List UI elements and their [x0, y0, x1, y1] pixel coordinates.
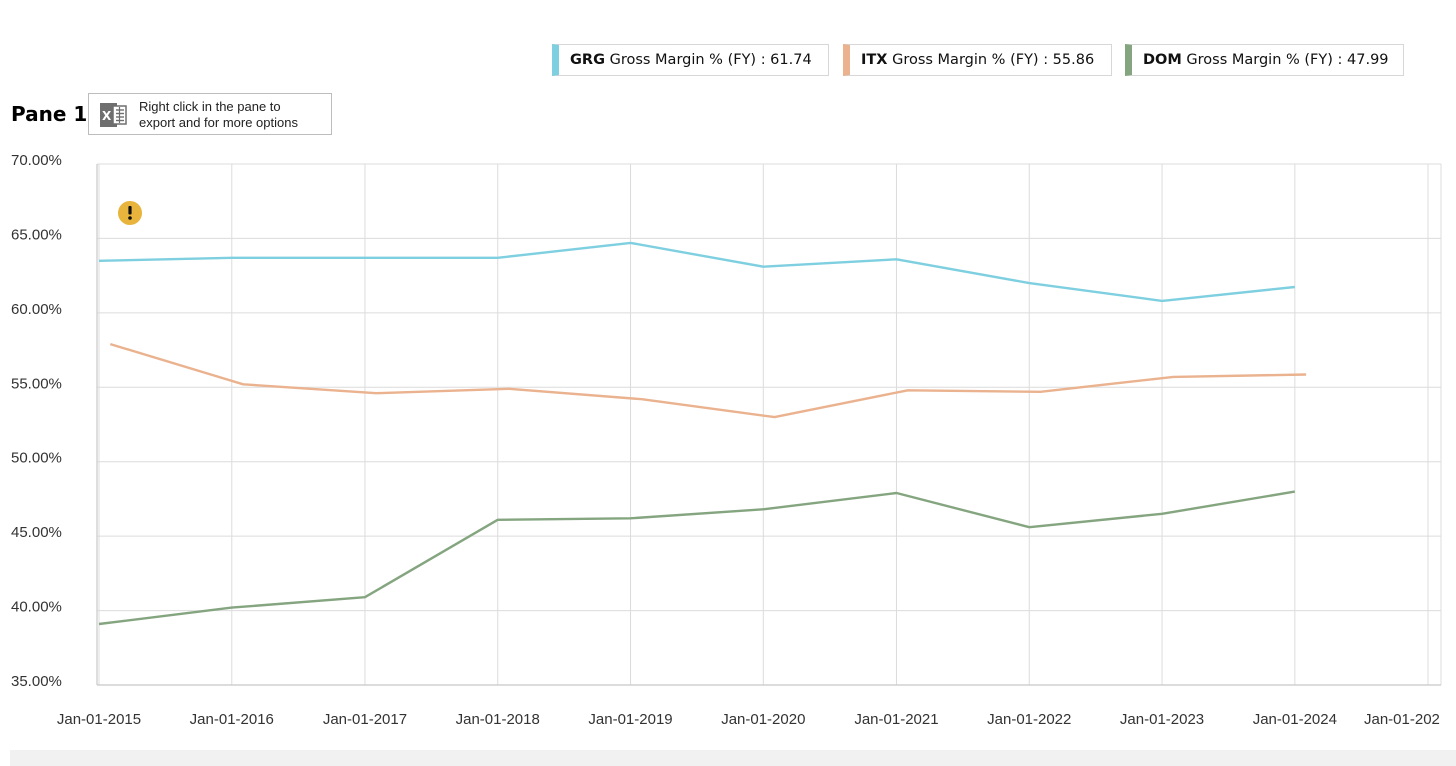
excel-icon: X	[100, 103, 127, 127]
x-tick-label: Jan-01-2020	[721, 711, 805, 728]
legend-ticker: ITX	[861, 52, 888, 68]
x-tick-label: Jan-01-2016	[190, 711, 274, 728]
y-tick-label: 40.00%	[11, 599, 62, 616]
legend-label: Gross Margin % (FY) : 55.86	[887, 52, 1095, 68]
legend-label: Gross Margin % (FY) : 61.74	[604, 52, 812, 68]
series-line-itx[interactable]	[109, 342, 1307, 419]
export-hint-box[interactable]: X Right click in the pane to export and …	[88, 93, 332, 135]
legend-label: Gross Margin % (FY) : 47.99	[1181, 52, 1389, 68]
y-tick-label: 45.00%	[11, 524, 62, 541]
y-axis-tick-labels: 70.00% 65.00% 60.00% 55.00% 50.00% 45.00% 40.0…	[11, 152, 62, 690]
legend-item-dom[interactable]: DOM Gross Margin % (FY) : 47.99	[1125, 44, 1404, 76]
line-chart[interactable]: 70.00% 65.00% 60.00% 55.00% 50.00% 45.00% 40.0…	[0, 0, 1456, 750]
x-tick-label: Jan-01-2023	[1120, 711, 1204, 728]
x-tick-label: Jan-01-2018	[456, 711, 540, 728]
x-axis-tick-labels: Jan-01-2015 Jan-01-2016 Jan-01-2017 Jan-01-…	[57, 711, 1440, 728]
x-tick-label: Jan-01-2015	[57, 711, 141, 728]
legend-item-itx[interactable]: ITX Gross Margin % (FY) : 55.86	[843, 44, 1112, 76]
y-tick-label: 60.00%	[11, 301, 62, 318]
x-tick-label: Jan-01-2022	[987, 711, 1071, 728]
series-line-grg[interactable]	[98, 241, 1295, 303]
y-tick-label: 55.00%	[11, 375, 62, 392]
legend-item-grg[interactable]: GRG Gross Margin % (FY) : 61.74	[552, 44, 829, 76]
x-tick-label: Jan-01-2019	[588, 711, 672, 728]
y-tick-label: 65.00%	[11, 226, 62, 243]
pane-title: Pane 1	[11, 102, 88, 126]
x-tick-label: Jan-01-2024	[1253, 711, 1337, 728]
y-tick-label: 70.00%	[11, 152, 62, 169]
series-line-dom[interactable]	[98, 490, 1295, 626]
series-lines	[98, 241, 1307, 626]
x-tick-label: Jan-01-2021	[854, 711, 938, 728]
y-tick-label: 35.00%	[11, 673, 62, 690]
x-tick-label: Jan-01-202	[1364, 711, 1440, 728]
svg-text:X: X	[102, 109, 112, 123]
grid	[96, 163, 1442, 686]
legend-ticker: GRG	[570, 52, 605, 68]
warning-icon[interactable]	[118, 201, 142, 225]
y-tick-label: 50.00%	[11, 450, 62, 467]
legend-ticker: DOM	[1143, 52, 1182, 68]
x-tick-label: Jan-01-2017	[323, 711, 407, 728]
bottom-scrollbar[interactable]	[10, 750, 1456, 766]
export-hint-text: Right click in the pane to export and fo…	[139, 99, 298, 130]
